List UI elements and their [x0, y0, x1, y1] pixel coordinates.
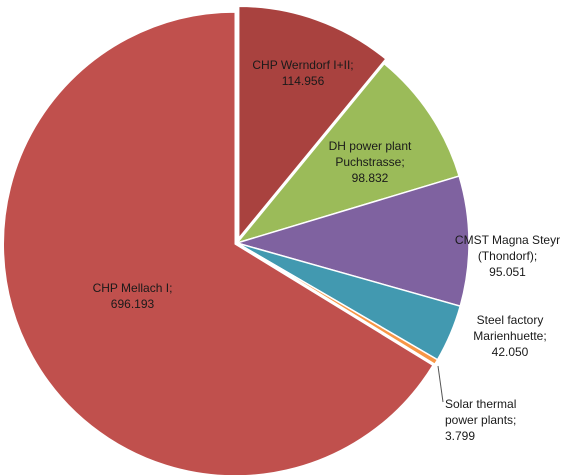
pie-slice — [236, 242, 439, 366]
data-label-box: CHP Werndorf I+II; 114.956 — [236, 57, 370, 89]
data-label: Steel factory Marienhuette; 42.050 — [460, 312, 560, 360]
data-label: CHP Mellach I; 696.193 — [65, 280, 200, 312]
pie-slice — [2, 11, 435, 475]
data-label: Solar thermal power plants; 3.799 — [445, 396, 540, 444]
data-label: CHP Werndorf I+II; 114.956 — [236, 57, 370, 89]
value-label: 42.050 — [491, 345, 529, 359]
category-label: Solar thermal power plants; — [445, 397, 517, 427]
data-label: DH power plant Puchstrasse; 98.832 — [305, 138, 435, 186]
category-label: CMST Magna Steyr (Thondorf); — [454, 233, 561, 263]
value-label: 696.193 — [110, 297, 155, 311]
pie-slice — [234, 62, 461, 245]
value-label: 95.051 — [489, 265, 526, 279]
data-label-box: Solar thermal power plants; 3.799 — [445, 396, 540, 444]
data-label: CMST Magna Steyr (Thondorf); 95.051 — [440, 232, 569, 280]
data-label-box: DH power plant Puchstrasse; 98.832 — [305, 138, 435, 186]
data-label-box: CHP Mellach I; 696.193 — [65, 280, 200, 312]
value-label: 3.799 — [445, 429, 476, 443]
pie-slice — [237, 5, 387, 241]
leader-line — [437, 365, 444, 403]
category-label: CHP Werndorf I+II; — [252, 58, 354, 72]
pie-slice — [234, 175, 470, 308]
category-label: Steel factory Marienhuette; — [473, 313, 547, 343]
data-label-box: Steel factory Marienhuette; 42.050 — [460, 312, 560, 360]
category-label: CHP Mellach I; — [92, 281, 173, 295]
data-label-box: CMST Magna Steyr (Thondorf); 95.051 — [440, 232, 569, 280]
category-label: DH power plant Puchstrasse; — [328, 139, 412, 169]
value-label: 114.956 — [281, 74, 325, 88]
value-label: 98.832 — [351, 171, 389, 185]
